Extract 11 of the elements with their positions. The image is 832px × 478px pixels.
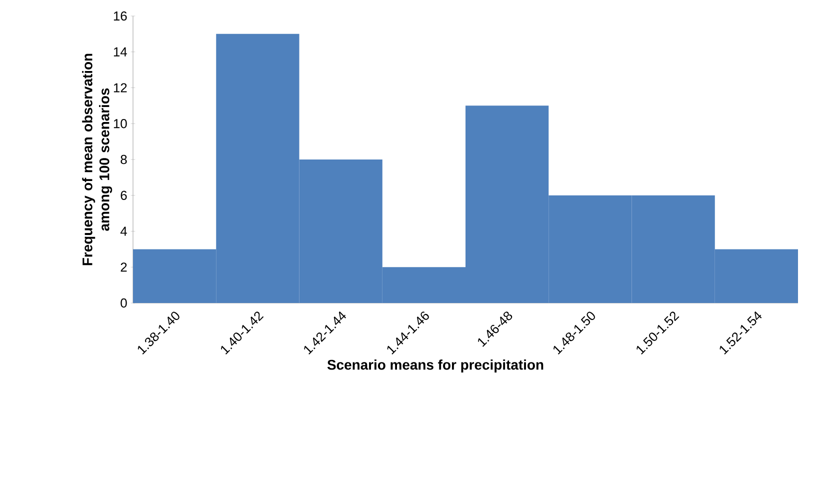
x-axis-title: Scenario means for precipitation bbox=[327, 360, 544, 372]
y-tick-label: 8 bbox=[120, 154, 127, 164]
y-tick-label: 16 bbox=[114, 11, 127, 21]
y-tick-label: 6 bbox=[120, 190, 127, 200]
y-axis-title: Frequency of mean observation among 100 scenarios bbox=[82, 54, 112, 266]
y-tick-label: 0 bbox=[120, 298, 127, 308]
y-tick-label: 10 bbox=[114, 119, 127, 128]
y-tick-label: 2 bbox=[120, 262, 127, 272]
y-tick-label: 12 bbox=[114, 83, 127, 92]
y-tick-label: 4 bbox=[120, 226, 127, 236]
y-tick-label: 14 bbox=[114, 47, 127, 56]
